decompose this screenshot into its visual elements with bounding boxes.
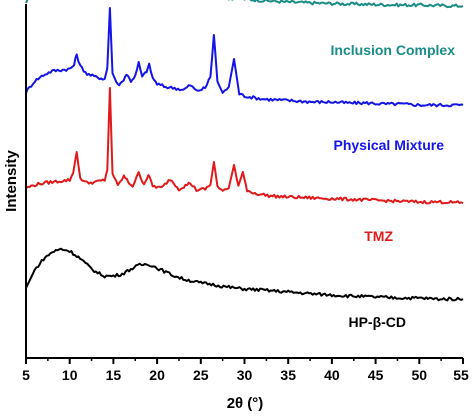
series-label-layer: Inclusion Complex Physical Mixture TMZ HP-β…	[331, 42, 456, 330]
x-tick-label: 30	[237, 367, 253, 383]
series-label-1: Inclusion Complex	[331, 42, 456, 58]
series-line-4	[25, 247, 464, 302]
x-tick-label: 15	[106, 367, 122, 383]
x-tick-label: 40	[324, 367, 340, 383]
x-axis-title: 2θ (°)	[227, 395, 264, 412]
x-tick-label: 25	[193, 367, 209, 383]
series-line-3	[25, 87, 464, 205]
series-line-1	[25, 0, 464, 9]
series-label-2: Physical Mixture	[334, 137, 445, 153]
x-tick-label: 5	[22, 367, 30, 383]
x-tick-label: 55	[453, 367, 469, 383]
x-tick-label: 35	[280, 367, 296, 383]
x-ticks: 5 10 15 20 25 30 35 40 45 50 55	[22, 358, 469, 383]
series-label-3: TMZ	[364, 228, 393, 244]
x-tick-label: 45	[368, 367, 384, 383]
x-tick-label: 50	[412, 367, 428, 383]
series-line-2	[25, 7, 464, 108]
x-tick-label: 10	[62, 367, 78, 383]
series-label-4: HP-β-CD	[348, 314, 406, 330]
x-tick-label: 20	[149, 367, 165, 383]
series-layer	[25, 0, 464, 302]
y-axis-title: Intensity	[3, 150, 20, 212]
